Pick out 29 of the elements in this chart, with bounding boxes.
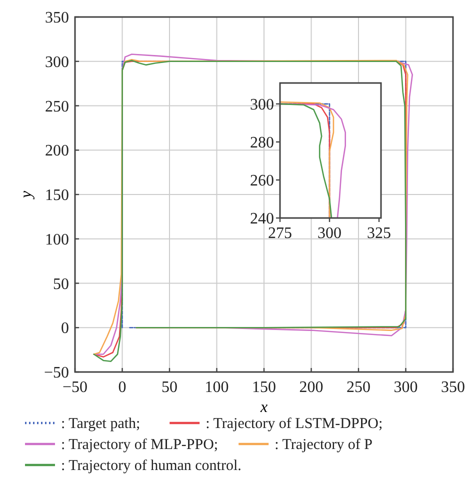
y-axis-title: y	[18, 190, 35, 200]
y-tick-label: −50	[44, 364, 69, 382]
x-tick-label: 100	[204, 379, 229, 396]
legend-label: : Trajectory of MLP-PPO;	[61, 437, 218, 453]
x-tick-label: 275	[268, 225, 292, 242]
x-tick-label: 350	[441, 379, 465, 396]
x-tick-label: 300	[394, 379, 418, 396]
y-tick-label: 260	[250, 172, 274, 190]
legend-label: : Trajectory of LSTM-DPPO;	[206, 416, 383, 432]
x-tick-label: 50	[162, 379, 178, 396]
y-tick-label: 300	[45, 54, 69, 71]
x-tick-label: 200	[299, 379, 324, 396]
y-tick-label: 50	[53, 276, 69, 293]
x-tick-label: 250	[346, 379, 370, 396]
x-tick-label: 300	[318, 225, 342, 242]
x-tick-label: 325	[367, 225, 392, 242]
y-tick-label: 240	[250, 210, 274, 228]
legend-label: : Trajectory of human control.	[61, 458, 242, 474]
y-tick-label: 280	[250, 134, 274, 152]
legend-label: : Target path;	[61, 416, 140, 432]
x-tick-label: 0	[118, 379, 126, 396]
x-axis-title: x	[259, 399, 268, 416]
y-tick-label: 150	[45, 187, 69, 204]
y-tick-label: 0	[61, 320, 69, 338]
y-tick-label: 350	[45, 10, 69, 27]
legend-label: : Trajectory of P	[274, 437, 373, 453]
y-tick-label: 250	[45, 98, 69, 116]
y-tick-label: 200	[45, 142, 69, 160]
y-tick-label: 300	[250, 96, 274, 114]
